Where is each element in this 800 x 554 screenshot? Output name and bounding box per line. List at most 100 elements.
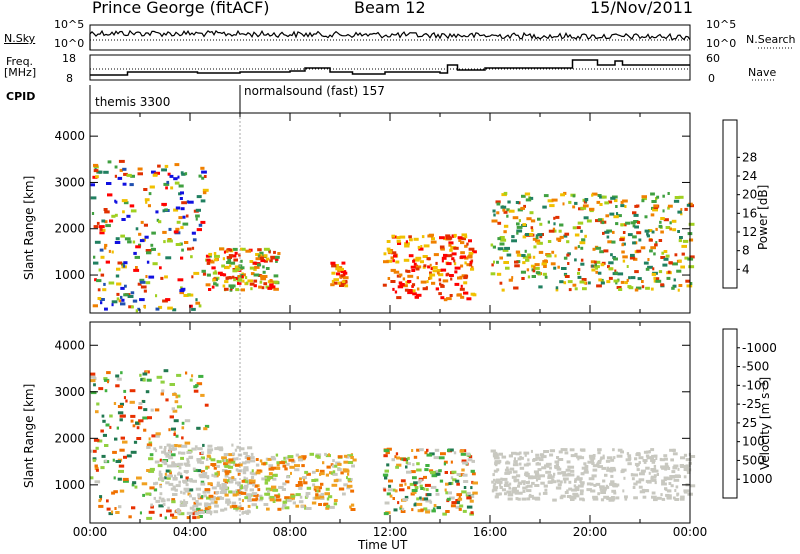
- heatmap-cell: [547, 199, 554, 203]
- heatmap-cell: [149, 453, 154, 457]
- heatmap-cell: [107, 160, 112, 164]
- heatmap-cell: [277, 252, 281, 255]
- heatmap-cell: [461, 237, 466, 241]
- heatmap-cell: [524, 249, 527, 253]
- heatmap-cell: [543, 265, 547, 268]
- heatmap-cell: [450, 277, 453, 281]
- x-tick-label: 08:00: [273, 525, 308, 539]
- heatmap-cell: [439, 245, 445, 249]
- heatmap-cell: [405, 465, 408, 469]
- heatmap-cell: [405, 269, 408, 273]
- heatmap-cell: [513, 489, 519, 493]
- heatmap-cell: [453, 233, 457, 237]
- heatmap-cell: [214, 447, 220, 451]
- heatmap-cell: [583, 216, 589, 220]
- heatmap-cell: [544, 464, 550, 468]
- heatmap-cell: [458, 239, 462, 242]
- heatmap-cell: [220, 273, 225, 277]
- heatmap-cell: [517, 491, 523, 495]
- heatmap-cell: [591, 268, 596, 272]
- heatmap-cell: [562, 202, 565, 206]
- heatmap-cell: [680, 212, 683, 216]
- heatmap-cell: [175, 206, 181, 210]
- heatmap-cell: [466, 496, 472, 500]
- heatmap-cell: [554, 466, 560, 470]
- heatmap-cell: [396, 239, 401, 243]
- heatmap-cell: [150, 503, 153, 507]
- heatmap-cell: [276, 495, 280, 499]
- heatmap-cell: [414, 295, 419, 299]
- heatmap-cell: [275, 259, 278, 263]
- heatmap-cell: [676, 269, 682, 273]
- freq-trace: [90, 59, 690, 76]
- colorbar-tick-label: -25: [742, 397, 762, 411]
- heatmap-cell: [443, 298, 448, 302]
- heatmap-cell: [111, 510, 114, 514]
- heatmap-cell: [240, 491, 247, 495]
- heatmap-cell: [276, 461, 280, 465]
- heatmap-cell: [667, 467, 671, 470]
- heatmap-cell: [160, 380, 165, 384]
- heatmap-cell: [574, 486, 580, 490]
- heatmap-cell: [224, 480, 228, 484]
- heatmap-cell: [615, 281, 618, 285]
- heatmap-cell: [125, 399, 128, 403]
- heatmap-cell: [209, 497, 216, 501]
- heatmap-cell: [196, 426, 201, 430]
- heatmap-cell: [433, 504, 437, 507]
- program-normalsound: normalsound (fast) 157: [244, 84, 385, 98]
- heatmap-cell: [414, 486, 419, 489]
- heatmap-cell: [645, 466, 650, 470]
- heatmap-cell: [615, 205, 618, 208]
- heatmap-cell: [155, 449, 158, 453]
- heatmap-cell: [502, 208, 506, 212]
- heatmap-cell: [140, 220, 144, 224]
- heatmap-cell: [493, 260, 495, 264]
- heatmap-cell: [168, 428, 171, 432]
- heatmap-cell: [426, 280, 429, 284]
- heatmap-cell: [154, 408, 160, 412]
- heatmap-cell: [131, 483, 135, 487]
- heatmap-cell: [304, 470, 309, 474]
- heatmap-cell: [409, 238, 413, 242]
- heatmap-cell: [273, 250, 276, 254]
- heatmap-cell: [256, 469, 262, 473]
- heatmap-cell: [446, 497, 451, 501]
- heatmap-cell: [456, 293, 461, 297]
- heatmap-cell: [461, 459, 467, 463]
- heatmap-cell: [634, 225, 639, 229]
- heatmap-cell: [268, 472, 273, 476]
- heatmap-cell: [171, 500, 176, 504]
- heatmap-cell: [446, 236, 453, 240]
- heatmap-cell: [99, 495, 103, 499]
- heatmap-cell: [507, 497, 513, 501]
- heatmap-cell: [263, 282, 268, 286]
- heatmap-cell: [104, 389, 108, 393]
- heatmap-cell: [158, 496, 162, 500]
- heatmap-cell: [386, 492, 391, 496]
- x-tick-label: 20:00: [573, 525, 608, 539]
- heatmap-cell: [172, 485, 176, 489]
- heatmap-cell: [97, 288, 101, 292]
- heatmap-cell: [122, 264, 126, 268]
- heatmap-cell: [630, 221, 636, 225]
- heatmap-cell: [165, 186, 168, 190]
- heatmap-cell: [173, 432, 176, 436]
- heatmap-cell: [180, 171, 184, 175]
- heatmap-cell: [114, 241, 121, 244]
- heatmap-cell: [158, 220, 162, 224]
- heatmap-cell: [464, 256, 469, 260]
- heatmap-cell: [180, 207, 185, 211]
- heatmap-cell: [178, 466, 182, 470]
- heatmap-cell: [191, 447, 197, 451]
- heatmap-cell: [630, 276, 636, 280]
- heatmap-cell: [429, 263, 432, 267]
- heatmap-cell: [169, 174, 174, 178]
- heatmap-cell: [351, 464, 355, 468]
- heatmap-cell: [672, 452, 678, 456]
- heatmap-cell: [222, 284, 226, 288]
- heatmap-cell: [453, 262, 457, 266]
- heatmap-cell: [284, 467, 288, 471]
- heatmap-cell: [667, 494, 672, 498]
- heatmap-cell: [534, 266, 540, 270]
